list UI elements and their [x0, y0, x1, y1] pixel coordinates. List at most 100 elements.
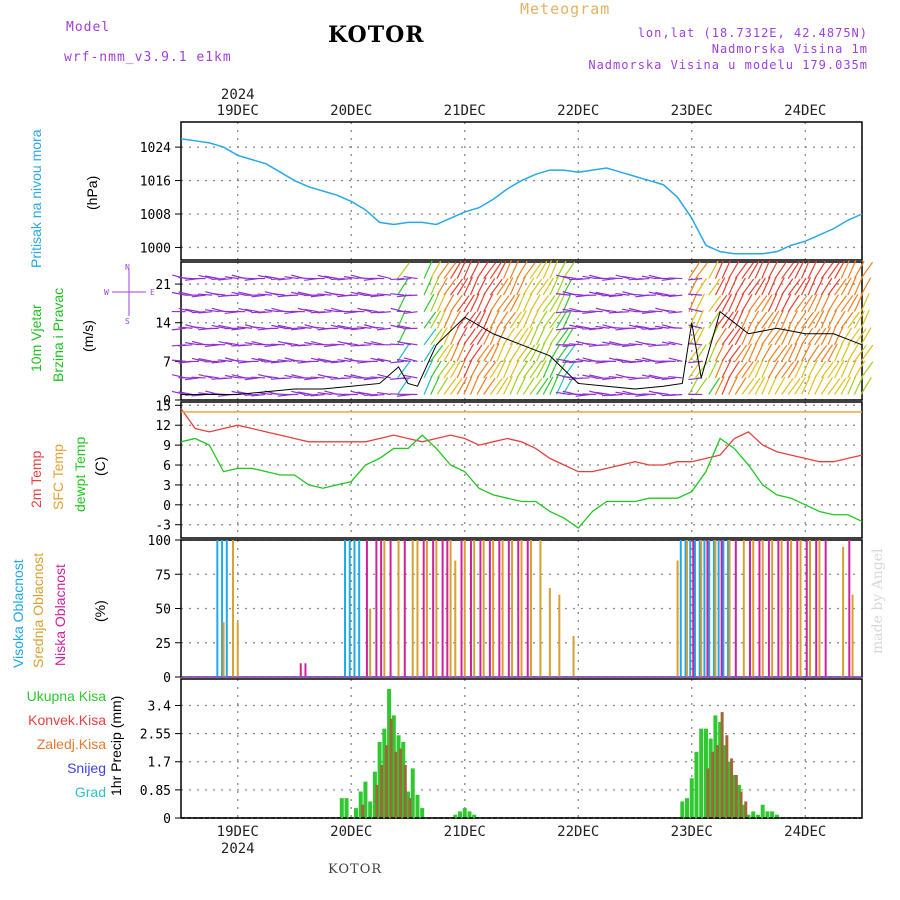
wind-arrow	[271, 324, 286, 329]
precip-total-bar	[462, 808, 467, 818]
wind-arrow	[721, 328, 735, 346]
wind-arrow	[588, 310, 603, 313]
precip-total-bar	[377, 741, 382, 818]
y-tick-label: 0	[163, 394, 171, 409]
wind-arrow	[324, 308, 339, 313]
wind-arrow	[695, 377, 708, 395]
wind-arrow	[357, 291, 372, 296]
wind-arrow	[443, 293, 455, 312]
wind-arrow	[555, 276, 566, 296]
wind-arrow	[277, 324, 292, 329]
wind-arrow	[761, 328, 774, 346]
wind-arrow	[721, 375, 731, 395]
wind-arrow	[747, 342, 758, 362]
precip-conv-bar	[361, 804, 365, 818]
wind-arrow	[747, 326, 758, 346]
wind-arrow	[595, 325, 610, 329]
year-label-bottom: 2024	[221, 841, 255, 857]
wind-arrow	[807, 328, 821, 346]
wind-arrow	[277, 359, 292, 362]
wind-arrow	[185, 377, 200, 381]
wind-arrow	[781, 293, 792, 312]
wind-arrow	[450, 278, 463, 296]
wind-arrow	[198, 357, 213, 362]
wind-arrow	[648, 374, 663, 379]
wind-arrow	[754, 342, 764, 362]
wind-arrow	[456, 260, 467, 279]
wind-arrow	[688, 324, 703, 329]
wind-arrow	[522, 344, 536, 362]
wind-arrow	[608, 376, 623, 379]
wind-arrow	[198, 293, 213, 296]
panel-frame	[180, 678, 863, 819]
wind-arrow	[463, 359, 473, 379]
wind-arrow	[562, 344, 576, 362]
wind-arrow	[827, 361, 840, 379]
wind-arrow	[503, 327, 515, 346]
wind-arrow	[827, 326, 837, 346]
wind-arrow	[794, 311, 807, 329]
wind-arrow	[635, 325, 650, 329]
wind-arrow	[714, 311, 728, 329]
wind-arrow	[463, 343, 475, 362]
wind-arrow	[628, 360, 643, 364]
wind-arrow	[814, 293, 824, 312]
wind-arrow	[694, 326, 705, 346]
wind-arrow	[317, 358, 332, 362]
wind-arrow	[456, 327, 468, 346]
wind-arrow	[834, 342, 844, 362]
pressure-line	[180, 137, 863, 255]
wind-arrow	[860, 327, 872, 346]
wind-arrow	[363, 308, 378, 313]
wind-arrow	[317, 311, 332, 314]
precip-total-bar	[420, 808, 425, 818]
wind-arrow	[443, 378, 457, 395]
wind-arrow	[370, 376, 385, 379]
precip-conv-bar	[384, 745, 388, 818]
wind-arrow	[834, 310, 846, 329]
wind-arrow	[509, 328, 523, 346]
wind-arrow	[284, 294, 299, 297]
wind-arrow	[608, 341, 623, 346]
wind-arrow	[781, 278, 794, 296]
wind-arrow	[238, 307, 253, 313]
precip-conv-bar	[375, 784, 379, 818]
wind-arrow	[430, 344, 444, 362]
wind-arrow	[827, 378, 841, 395]
wind-arrow	[456, 277, 469, 296]
wind-arrow	[224, 374, 239, 379]
precip-total-bar	[372, 771, 377, 818]
precip-total-bar	[458, 811, 463, 818]
y-tick-label: 6	[163, 459, 171, 474]
wind-arrow	[291, 291, 306, 296]
wind-arrow	[853, 260, 865, 279]
wind-arrow	[582, 311, 597, 315]
precip-total-bar	[685, 798, 690, 818]
wind-arrow	[555, 293, 566, 312]
wind-arrow	[807, 375, 817, 395]
precip-total-bar	[703, 728, 708, 818]
wind-arrow	[370, 294, 385, 298]
precip-total-bar	[410, 768, 415, 818]
wind-arrow	[264, 360, 279, 363]
wind-arrow	[337, 377, 352, 380]
wind-arrow	[615, 292, 630, 296]
wind-arrow	[556, 344, 569, 362]
wind-arrow	[562, 360, 577, 363]
wind-arrow	[840, 376, 852, 395]
wind-arrow	[840, 295, 854, 313]
wind-arrow	[622, 275, 637, 280]
wind-arrow	[324, 344, 339, 348]
compass-n: N	[125, 263, 130, 272]
wind-arrow	[271, 343, 286, 346]
legend-convective: Konvek.Kisa	[28, 712, 106, 728]
wind-arrow	[463, 259, 473, 279]
wind-arrow	[608, 326, 623, 329]
wind-arrow	[734, 344, 748, 362]
wind-arrow	[204, 275, 219, 280]
wind-arrow	[297, 344, 312, 347]
precip-total-bar	[741, 804, 746, 818]
wind-arrow	[741, 309, 751, 329]
wind-arrow	[661, 277, 676, 281]
wind-arrow	[463, 294, 475, 312]
